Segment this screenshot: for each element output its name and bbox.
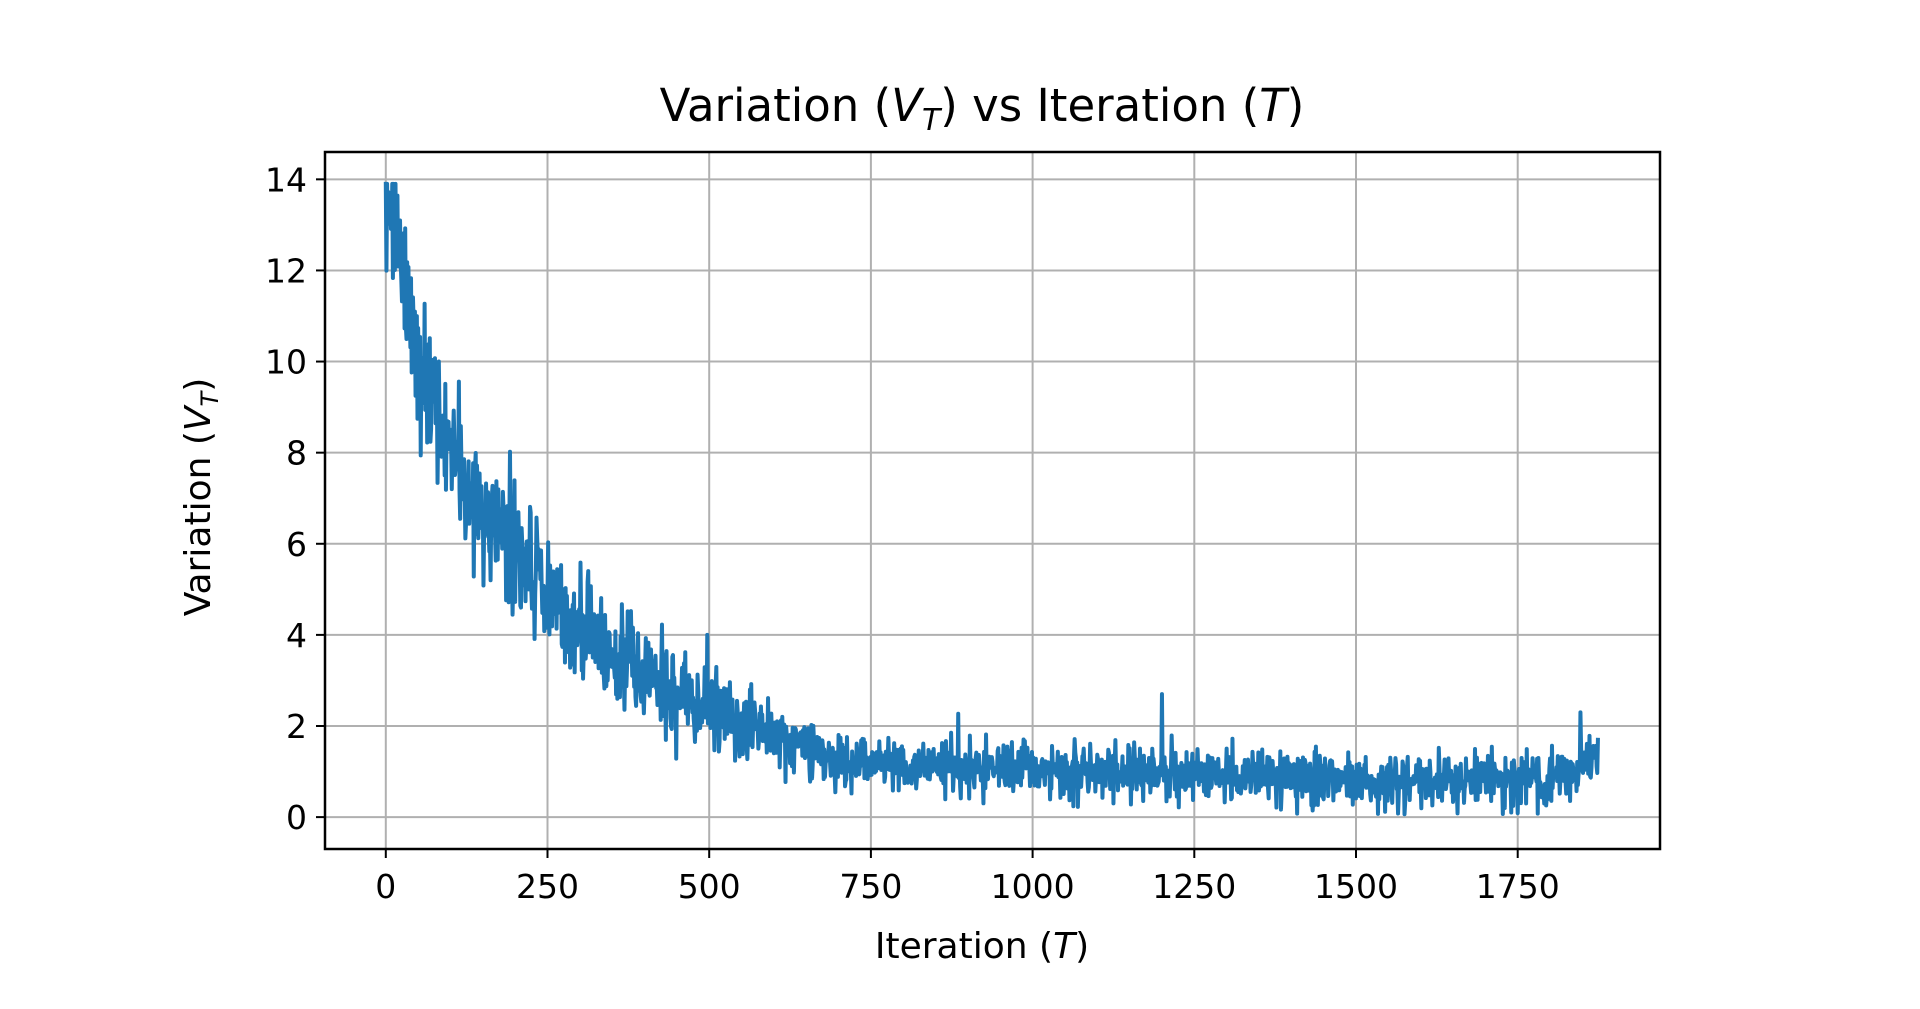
y-label-suffix: ) [178, 378, 219, 392]
grid-lines [325, 152, 1660, 849]
x-tick-label: 0 [375, 867, 396, 906]
title-suffix: ) [1287, 79, 1305, 132]
axis-ticks: 0 250 500 750 1000 1250 1500 1750 0 2 4 6 8 10 12 14 [265, 160, 1560, 906]
y-label-prefix: Variation ( [178, 431, 219, 616]
y-tick-label: 8 [286, 434, 307, 473]
variation-series-line [383, 181, 1600, 817]
chart-title: Variation (VT) vs Iteration (T) [660, 79, 1305, 138]
x-tick-label: 500 [678, 867, 741, 906]
x-axis-label: Iteration (T) [875, 926, 1089, 967]
y-tick-label: 0 [286, 798, 307, 837]
y-tick-label: 14 [265, 160, 307, 199]
y-tick-label: 12 [265, 251, 307, 290]
title-prefix: Variation ( [660, 79, 892, 132]
x-label-math: T [1053, 926, 1078, 967]
plot-area: 0 250 500 750 1000 1250 1500 1750 0 2 4 6 8 10 12 14 [265, 150, 1662, 906]
x-label-prefix: Iteration ( [875, 926, 1053, 967]
y-tick-label: 4 [286, 616, 307, 655]
y-tick-label: 2 [286, 707, 307, 746]
title-middle: ) vs Iteration ( [940, 79, 1259, 132]
plot-frame [323, 150, 1662, 851]
title-v: V [891, 79, 925, 132]
y-axis-label: Variation (VT) [178, 378, 224, 617]
x-tick-label: 250 [516, 867, 579, 906]
title-t: T [1259, 79, 1290, 132]
y-tick-label: 10 [265, 343, 307, 382]
title-subscript: T [922, 103, 943, 138]
x-tick-label: 1250 [1152, 867, 1236, 906]
x-tick-label: 1000 [991, 867, 1075, 906]
x-label-suffix: ) [1075, 926, 1089, 967]
y-label-subscript: T [196, 389, 224, 406]
x-tick-label: 1500 [1314, 867, 1398, 906]
plot-background [325, 152, 1660, 849]
x-tick-label: 1750 [1476, 867, 1560, 906]
y-tick-label: 6 [286, 525, 307, 564]
x-tick-label: 750 [839, 867, 902, 906]
y-label-v: V [178, 404, 219, 431]
